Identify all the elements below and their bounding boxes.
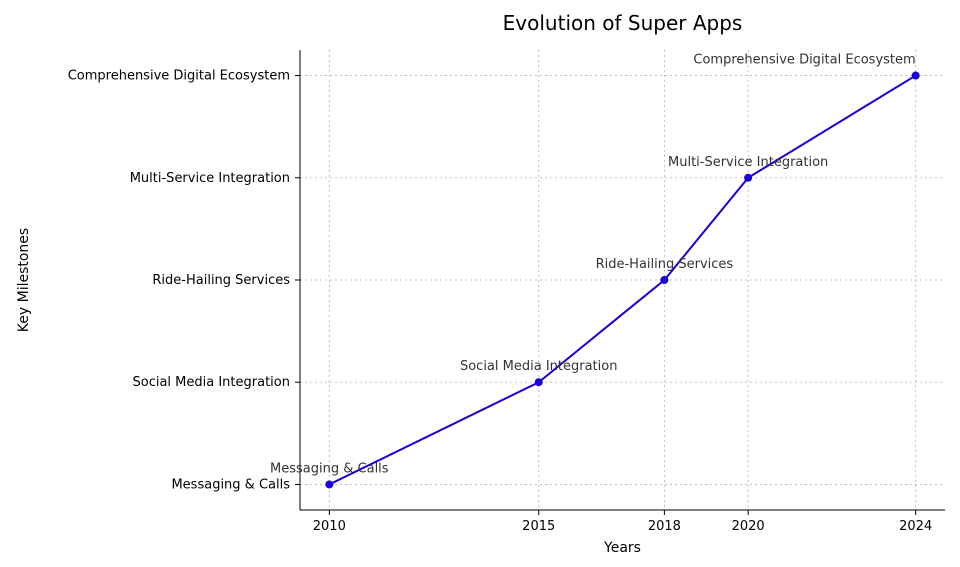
- y-tick-label: Comprehensive Digital Ecosystem: [68, 69, 290, 84]
- chart-bg: [0, 0, 960, 567]
- x-axis-label: Years: [603, 540, 641, 556]
- data-point: [660, 276, 668, 284]
- data-point: [744, 174, 752, 182]
- data-point-annotation: Multi-Service Integration: [668, 155, 828, 170]
- x-tick-label: 2010: [313, 519, 346, 534]
- x-tick-label: 2024: [899, 519, 932, 534]
- y-tick-label: Social Media Integration: [133, 375, 291, 390]
- chart-container: 2010 2015 2018 2020 2024 Messaging & Calls Soc…: [0, 0, 960, 567]
- chart-title: Evolution of Super Apps: [503, 11, 743, 35]
- data-point: [325, 480, 333, 488]
- data-point-annotation: Messaging & Calls: [270, 461, 389, 476]
- data-point: [535, 378, 543, 386]
- y-tick-label: Messaging & Calls: [171, 477, 290, 492]
- y-axis-label: Key Milestones: [16, 228, 32, 332]
- data-point-annotation: Ride-Hailing Services: [596, 257, 734, 272]
- data-point-annotation: Social Media Integration: [460, 359, 618, 374]
- chart-svg: 2010 2015 2018 2020 2024 Messaging & Calls Soc…: [0, 0, 960, 567]
- y-tick-label: Multi-Service Integration: [130, 171, 290, 186]
- x-tick-label: 2020: [732, 519, 765, 534]
- x-tick-label: 2015: [522, 519, 555, 534]
- x-tick-label: 2018: [648, 519, 681, 534]
- data-point: [912, 72, 920, 80]
- y-tick-label: Ride-Hailing Services: [152, 273, 290, 288]
- data-point-annotation: Comprehensive Digital Ecosystem: [693, 53, 915, 68]
